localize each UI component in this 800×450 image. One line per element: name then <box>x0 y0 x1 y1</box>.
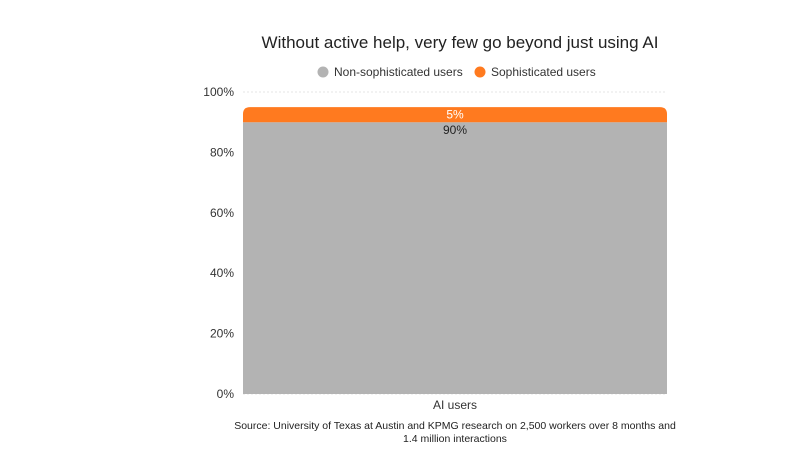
data-label: 5% <box>446 108 464 122</box>
bars: 90%5% <box>243 107 667 394</box>
y-tick-label: 60% <box>210 206 234 220</box>
y-tick-label: 80% <box>210 145 234 159</box>
x-tick-label: AI users <box>433 398 477 412</box>
y-tick-label: 40% <box>210 266 234 280</box>
bar-segment-1 <box>243 107 667 123</box>
chart-title: Without active help, very few go beyond … <box>262 33 659 52</box>
legend-label[interactable]: Sophisticated users <box>491 65 596 79</box>
y-tick-label: 100% <box>203 85 234 99</box>
data-label: 90% <box>443 123 467 137</box>
y-tick-label: 0% <box>217 387 235 401</box>
bar-segment-0 <box>243 122 667 394</box>
legend-marker <box>317 66 329 78</box>
x-axis-ticks: AI users <box>433 398 477 412</box>
legend: Non-sophisticated users Sophisticated use… <box>317 65 596 79</box>
y-tick-label: 20% <box>210 327 234 341</box>
source-line-2: 1.4 million interactions <box>403 433 507 445</box>
y-axis-ticks: 0% 20% 40% 60% 80% 100% <box>203 85 234 401</box>
source-line-1: Source: University of Texas at Austin an… <box>234 420 676 432</box>
legend-marker <box>474 66 486 78</box>
legend-label[interactable]: Non-sophisticated users <box>334 65 463 79</box>
